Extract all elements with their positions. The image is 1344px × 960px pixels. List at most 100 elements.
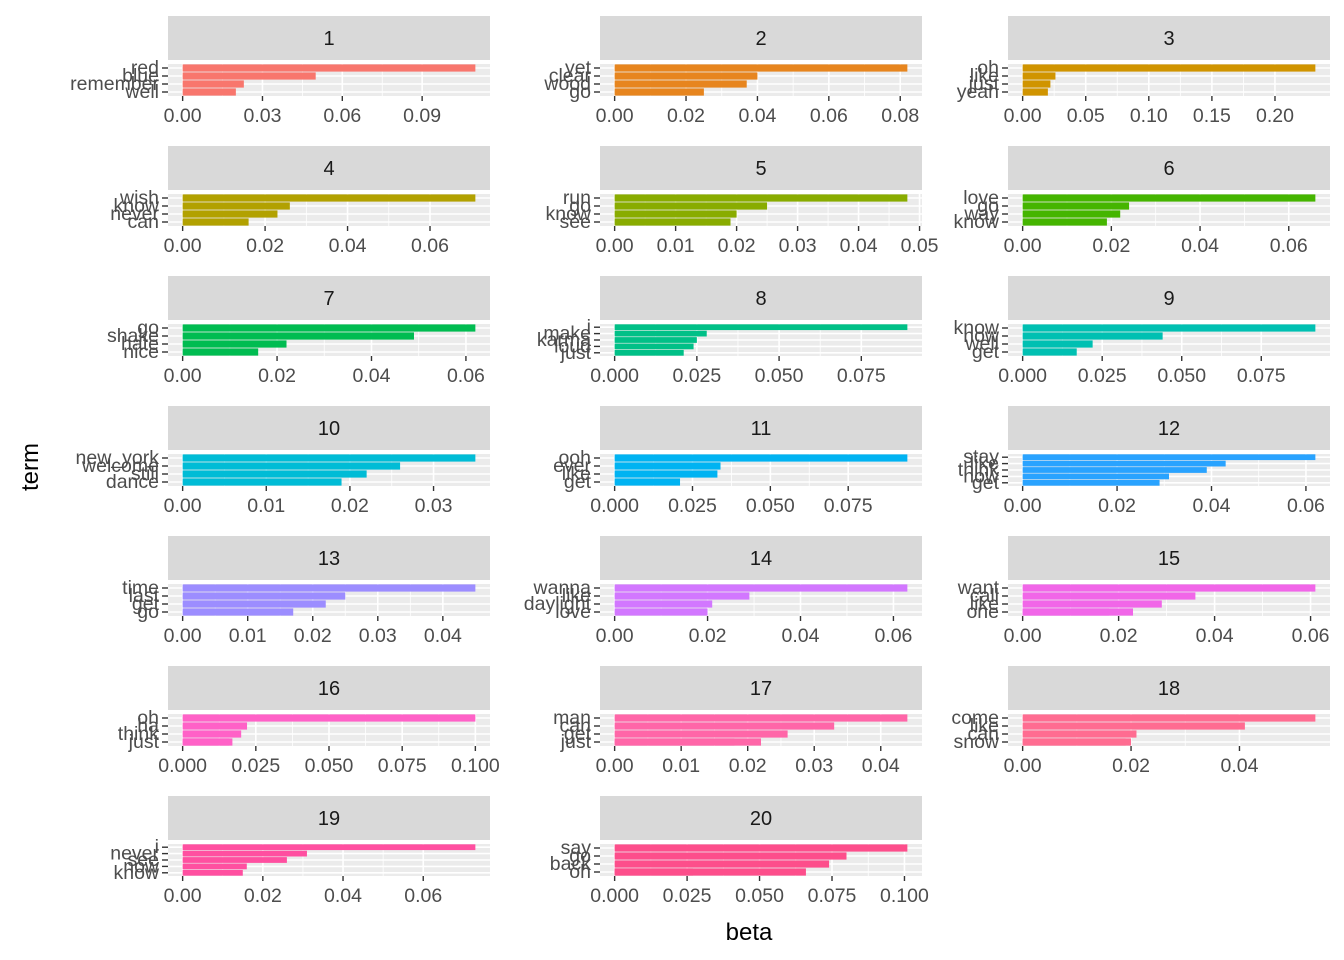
y-tick-label: call <box>970 585 999 607</box>
y-tick-label: get <box>564 723 592 745</box>
x-tick-label: 0.00 <box>596 625 634 647</box>
bar <box>614 844 908 852</box>
x-axis-title: beta <box>726 919 773 946</box>
bar <box>182 454 476 462</box>
x-tick-label: 0.00 <box>1004 495 1042 517</box>
x-tick-label: 0.02 <box>1112 755 1150 777</box>
y-tick-label: still <box>131 463 159 485</box>
bar <box>614 88 704 96</box>
y-tick-label: red <box>131 57 159 79</box>
y-tick-label: stay <box>963 446 999 468</box>
facet-strip-label: 3 <box>1163 28 1174 50</box>
facet-strip-label: 10 <box>318 418 340 440</box>
y-tick-label: wanna <box>533 577 592 599</box>
y-tick-label: well <box>124 81 159 103</box>
y-tick-label: i <box>587 316 591 338</box>
x-tick-label: 0.04 <box>1193 495 1231 517</box>
y-tick-label: like <box>970 65 999 87</box>
y-tick-label: like <box>970 715 999 737</box>
y-tick-label: know <box>953 317 999 339</box>
x-tick-label: 0.00 <box>596 755 634 777</box>
bar <box>614 349 684 356</box>
facet-strip-label: 7 <box>323 288 334 310</box>
x-tick-label: 0.02 <box>246 235 284 257</box>
y-tick-label: one <box>966 601 999 623</box>
y-tick-label: oh <box>977 57 999 79</box>
x-tick-label: 0.00 <box>164 625 202 647</box>
x-tick-label: 0.025 <box>231 755 280 777</box>
bar <box>614 470 718 478</box>
x-tick-label: 0.02 <box>729 755 767 777</box>
bar <box>182 324 476 332</box>
y-tick-label: get <box>972 472 1000 494</box>
x-tick-label: 0.04 <box>324 885 362 907</box>
x-tick-label: 0.02 <box>689 625 727 647</box>
x-tick-label: 0.000 <box>590 365 639 387</box>
bar <box>614 584 908 592</box>
y-tick-label: wish <box>119 187 159 209</box>
y-tick-label: shake <box>107 325 159 347</box>
y-tick-label: make <box>543 323 591 345</box>
bar <box>614 324 908 331</box>
x-tick-label: 0.04 <box>353 365 391 387</box>
y-tick-label: see <box>128 849 159 871</box>
x-tick-label: 0.08 <box>881 105 919 127</box>
bar <box>1022 722 1245 730</box>
y-tick-label: way <box>963 203 999 225</box>
x-tick-label: 0.075 <box>378 755 427 777</box>
facet-strip-label: 4 <box>323 158 334 180</box>
y-tick-label: know <box>113 862 159 884</box>
facet-strip-label: 20 <box>750 808 772 830</box>
x-tick-label: 0.02 <box>1092 235 1130 257</box>
y-tick-label: can <box>560 715 591 737</box>
y-tick-label: man <box>553 707 591 729</box>
x-tick-label: 0.050 <box>746 495 795 517</box>
x-tick-label: 0.00 <box>164 105 202 127</box>
y-tick-label: last <box>129 585 160 607</box>
bar <box>614 600 713 608</box>
facet-strip <box>600 536 922 580</box>
x-tick-label: 0.02 <box>718 235 756 257</box>
facet-strip-label: 14 <box>750 548 772 570</box>
x-tick-label: 0.03 <box>795 755 833 777</box>
y-tick-label: get <box>132 593 160 615</box>
bar <box>614 738 735 746</box>
facet-strip-label: 11 <box>751 418 772 440</box>
y-tick-label: remember <box>70 73 159 95</box>
y-tick-label: snow <box>953 731 999 753</box>
bar <box>1022 460 1226 467</box>
x-tick-label: 0.025 <box>668 495 717 517</box>
bar <box>614 478 681 486</box>
y-tick-label: now <box>963 325 1000 347</box>
facet-strip <box>1008 16 1330 60</box>
y-tick-label: back <box>550 853 591 875</box>
x-tick-label: 0.03 <box>243 105 281 127</box>
y-tick-label: can <box>968 723 999 745</box>
bar <box>182 332 414 340</box>
y-tick-label: karma <box>537 329 591 351</box>
x-tick-label: 0.04 <box>1181 235 1219 257</box>
bar <box>182 600 326 608</box>
y-tick-label: think <box>118 723 159 745</box>
y-tick-label: oh <box>137 707 159 729</box>
bar <box>614 860 830 868</box>
bar <box>614 722 835 730</box>
x-tick-label: 0.100 <box>880 885 929 907</box>
bar <box>1022 88 1048 96</box>
bar <box>1022 473 1169 480</box>
bar <box>182 863 247 870</box>
y-tick-label: go <box>569 195 591 217</box>
bar <box>1022 340 1093 348</box>
bar <box>614 64 908 72</box>
x-tick-label: 0.000 <box>158 755 207 777</box>
facet-strip-label: 8 <box>755 288 766 310</box>
y-tick-label: ooh <box>558 447 591 469</box>
bar <box>614 714 908 722</box>
x-tick-label: 0.050 <box>1157 365 1206 387</box>
facet-strip-label: 15 <box>1158 548 1180 570</box>
bar <box>182 722 248 730</box>
facet-strip <box>600 666 922 710</box>
